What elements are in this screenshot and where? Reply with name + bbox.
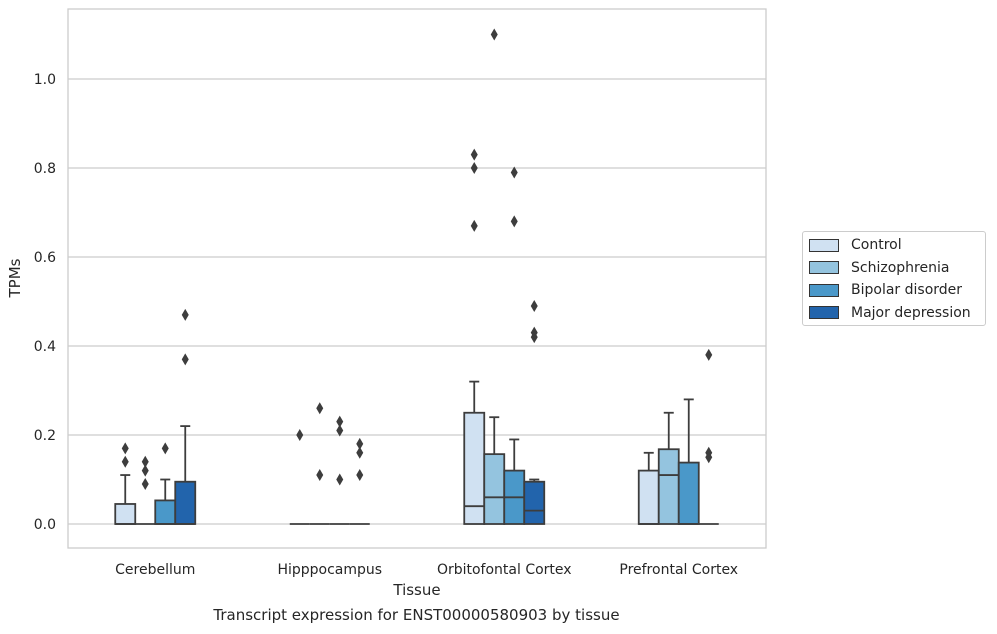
outlier-point [141, 477, 149, 490]
outlier-point [530, 326, 538, 339]
legend-swatch [809, 306, 839, 319]
box [637, 469, 660, 525]
box [154, 499, 177, 525]
outlier-point [530, 299, 538, 312]
y-tick-label: 0.0 [34, 517, 56, 533]
chart-caption: Transcript expression for ENST0000058090… [213, 606, 620, 624]
outlier-point [356, 437, 364, 450]
box-bipolar-disorder [329, 415, 350, 525]
box-control [463, 148, 486, 525]
outlier-point [316, 402, 324, 415]
legend-swatch [809, 283, 839, 297]
outlier-point [470, 148, 478, 161]
legend-item: Schizophrenia [809, 258, 949, 278]
outlier-point [510, 166, 518, 179]
legend-label: Major depression [851, 304, 971, 321]
outlier-point [470, 219, 478, 232]
box [174, 480, 197, 525]
box [523, 480, 546, 525]
box [114, 503, 137, 525]
plot-area [67, 8, 767, 549]
box [657, 448, 680, 525]
box-schizophrenia [483, 28, 506, 525]
outlier-point [181, 353, 189, 366]
y-axis-label: TPMs [6, 258, 24, 298]
box [463, 411, 486, 525]
legend-item: Major depression [809, 303, 971, 323]
outlier-point [356, 469, 364, 482]
y-tick-label: 0.2 [34, 428, 56, 444]
box-major-depression [698, 348, 719, 525]
x-tick-label: Cerebellum [115, 562, 195, 578]
outlier-point [470, 162, 478, 174]
legend-label: Bipolar disorder [851, 282, 963, 298]
box-schizophrenia [309, 402, 330, 525]
box [677, 461, 700, 525]
box-bipolar-disorder [677, 398, 700, 525]
box-major-depression [349, 437, 370, 525]
legend-item: Control [809, 235, 902, 255]
legend-swatch [809, 261, 839, 274]
outlier-point [356, 446, 364, 459]
outlier-point [141, 464, 149, 477]
y-tick-label: 0.4 [34, 339, 56, 355]
legend-label: Schizophrenia [851, 259, 950, 276]
y-tick-label: 0.8 [34, 161, 56, 177]
box-major-depression [174, 308, 197, 525]
outlier-point [316, 469, 324, 482]
outlier-point [161, 442, 169, 455]
outlier-point [510, 215, 518, 228]
outlier-point [336, 415, 344, 428]
x-tick-label: Hipppocampus [277, 562, 382, 578]
x-axis-label: Tissue [392, 581, 440, 599]
x-tick-label: Orbitofontal Cortex [437, 562, 572, 578]
box-series [114, 28, 719, 525]
outlier-point [336, 473, 344, 486]
box-schizophrenia [135, 455, 156, 525]
box-major-depression [523, 299, 546, 525]
box-control [114, 442, 137, 525]
legend-label: Control [851, 237, 902, 253]
legend-item: Bipolar disorder [809, 280, 962, 300]
box [483, 453, 506, 525]
x-tick-label: Prefrontal Cortex [619, 562, 738, 578]
legend-swatch [809, 238, 839, 252]
legend: Control Schizophrenia Bipolar disorder Majo… [802, 231, 986, 326]
outlier-point [141, 455, 149, 468]
outlier-point [296, 429, 304, 441]
outlier-point [121, 455, 129, 468]
outlier-point [705, 446, 713, 459]
outlier-point [121, 442, 129, 455]
box-control [289, 429, 310, 525]
outlier-point [705, 348, 713, 361]
outlier-point [336, 424, 344, 437]
y-tick-label: 1.0 [34, 72, 56, 88]
y-tick-label: 0.6 [34, 250, 56, 266]
outlier-point [490, 28, 498, 41]
x-axis-ticks: Cerebellum Hipppocampus Orbitofontal Corte… [115, 562, 738, 578]
outlier-point [181, 308, 189, 321]
y-axis-ticks: 0.0 0.2 0.4 0.6 0.8 1.0 [34, 72, 56, 533]
